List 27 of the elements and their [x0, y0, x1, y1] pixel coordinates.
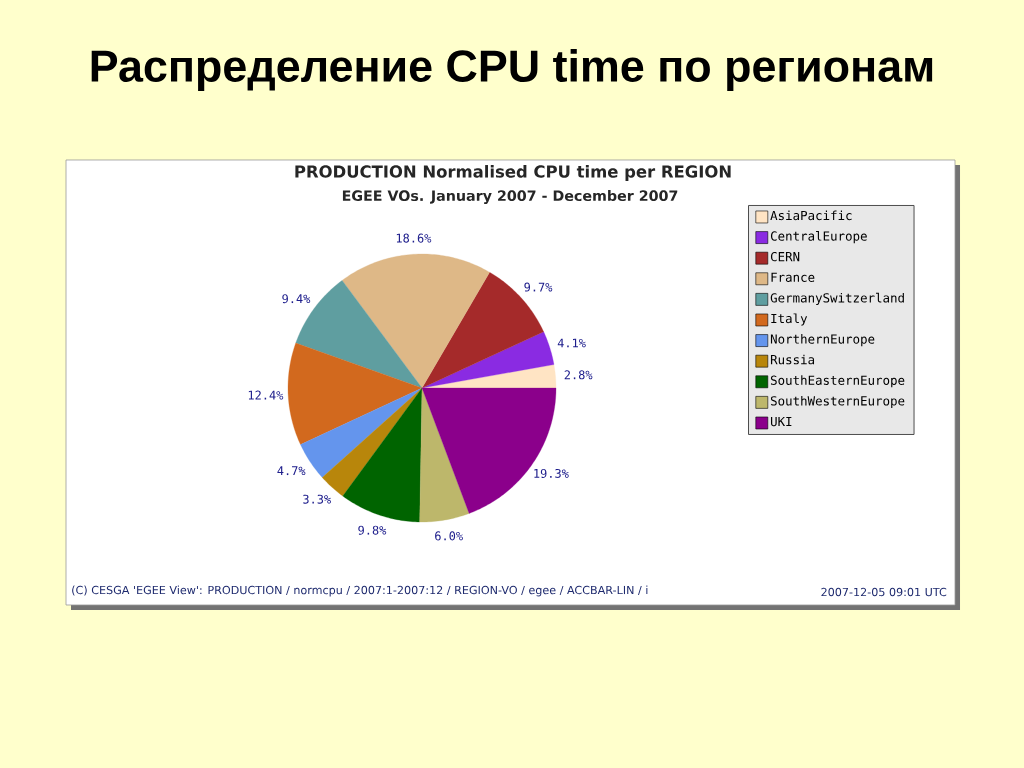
data-label: 3.3% [303, 494, 331, 504]
chart-subtitle: PRODUCTION Normalised CPU time per REGION [295, 165, 731, 181]
data-label: 9.7% [524, 282, 553, 292]
text: 2007-12-05 09:01 UTC [821, 587, 947, 597]
legend-label: NorthernEurope [770, 334, 875, 347]
legend-label: Russia [770, 354, 815, 365]
legend-label: GermanySwitzerland [770, 292, 904, 305]
text: (C) CESGA 'EGEE View': PRODUCTION / normcpu / 2007:1-2007:12 / REGION-VO / egee / ACCBAR-LIN / i [72, 585, 648, 597]
legend-label: Italy [771, 313, 808, 326]
legend-label: SouthWesternEurope [770, 395, 905, 408]
data-label: 18.6% [396, 233, 432, 243]
data-label: 12.4% [248, 390, 284, 400]
chart-title: Распределение CPU time по регионам [91, 49, 933, 91]
legend-label: AsiaPacific [770, 210, 852, 221]
legend-label: France [771, 272, 815, 282]
legend-label: UKI [770, 416, 792, 427]
data-label: 4.1% [557, 338, 586, 348]
legend-label: CentralEurope [770, 231, 867, 244]
legend-label: SouthEasternEurope [770, 375, 905, 388]
legend-label: CERN [770, 251, 800, 262]
data-label: 4.7% [277, 466, 306, 476]
data-label: 19.3% [534, 468, 569, 478]
data-label: 6.0% [435, 531, 463, 541]
data-label: 2.8% [564, 370, 593, 380]
data-label: 9.8% [358, 525, 387, 535]
text: EGEE VOs. January 2007 - December 2007 [342, 190, 678, 204]
data-label: 9.4% [282, 294, 311, 304]
